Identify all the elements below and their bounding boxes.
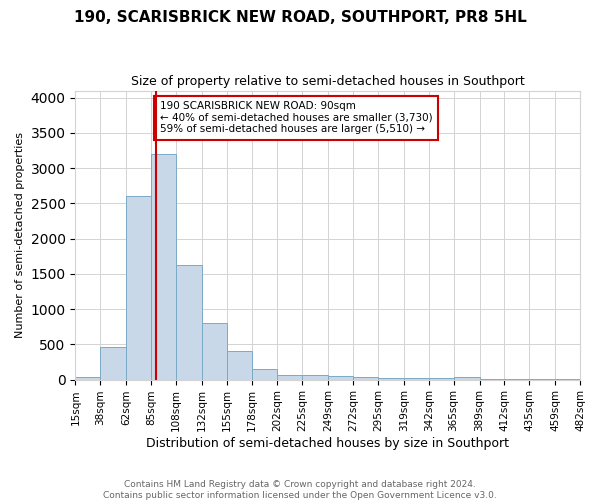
Bar	[479, 379, 505, 380]
Bar	[404, 378, 429, 380]
Bar	[76, 378, 100, 380]
Bar	[454, 377, 479, 380]
Bar	[353, 378, 378, 380]
Bar	[302, 375, 328, 380]
Y-axis label: Number of semi-detached properties: Number of semi-detached properties	[15, 132, 25, 338]
Bar	[251, 368, 277, 380]
Bar	[126, 196, 151, 380]
Bar	[202, 323, 227, 380]
Text: Contains HM Land Registry data © Crown copyright and database right 2024.
Contai: Contains HM Land Registry data © Crown c…	[103, 480, 497, 500]
Bar	[429, 378, 454, 380]
Bar	[378, 378, 404, 380]
Bar	[328, 376, 353, 380]
Text: 190 SCARISBRICK NEW ROAD: 90sqm
← 40% of semi-detached houses are smaller (3,730: 190 SCARISBRICK NEW ROAD: 90sqm ← 40% of…	[160, 101, 433, 134]
Bar	[176, 266, 202, 380]
Bar	[277, 374, 302, 380]
Title: Size of property relative to semi-detached houses in Southport: Size of property relative to semi-detach…	[131, 75, 524, 88]
Bar	[151, 154, 176, 380]
Bar	[100, 347, 126, 380]
Bar	[227, 352, 251, 380]
Text: 190, SCARISBRICK NEW ROAD, SOUTHPORT, PR8 5HL: 190, SCARISBRICK NEW ROAD, SOUTHPORT, PR…	[74, 10, 526, 25]
X-axis label: Distribution of semi-detached houses by size in Southport: Distribution of semi-detached houses by …	[146, 437, 509, 450]
